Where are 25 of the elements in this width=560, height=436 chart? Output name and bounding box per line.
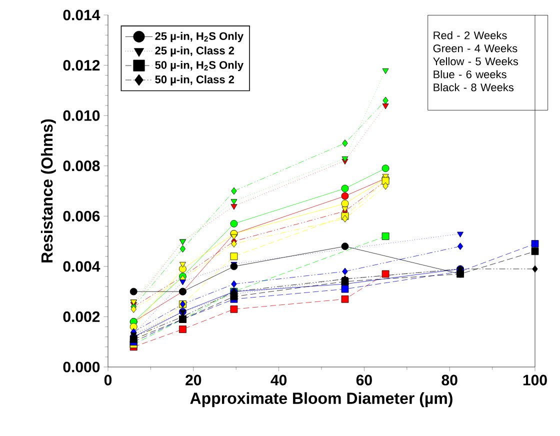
x-tick-label: 40 [270,374,287,386]
y-tick-label: 0.002 [63,311,100,322]
x-tick-label: 60 [356,374,372,386]
annotation: Green - 4 Weeks [433,44,518,52]
legend-label: 25 µ-in, H$_{2}$S Only [155,32,244,42]
legend-label: 50 µ-in, Class 2 [155,75,234,86]
legend-label: 25 µ-in, Class 2 [155,46,234,57]
y-tick-label: 0.000 [63,362,100,372]
annotation: Black - 8 Weeks [434,83,514,92]
x-axis-title: Approximate Bloom Diameter (µm) [190,392,452,408]
legend-label: 50 µ-in, H$_{2}$S Only [155,60,244,72]
y-tick-label: 0.006 [63,210,100,222]
y-tick-label: 0.012 [63,60,100,71]
y-tick-label: 0.004 [63,261,100,272]
x-tick-label: 100 [523,374,547,386]
y-axis-title: Resistance (Ohms) [40,119,56,262]
x-tick-label: 20 [186,374,202,386]
annotation: Red - 2 Weeks [434,31,507,40]
annotation: Yellow - 5 Weeks [433,57,518,66]
x-tick-label: 80 [442,374,458,386]
y-tick-label: 0.008 [63,160,100,172]
y-tick-label: 0.010 [63,110,100,121]
y-tick-label: 0.014 [63,10,100,20]
annotation: Blue - 6 weeks [434,70,506,78]
x-tick-label: 0 [104,374,112,386]
